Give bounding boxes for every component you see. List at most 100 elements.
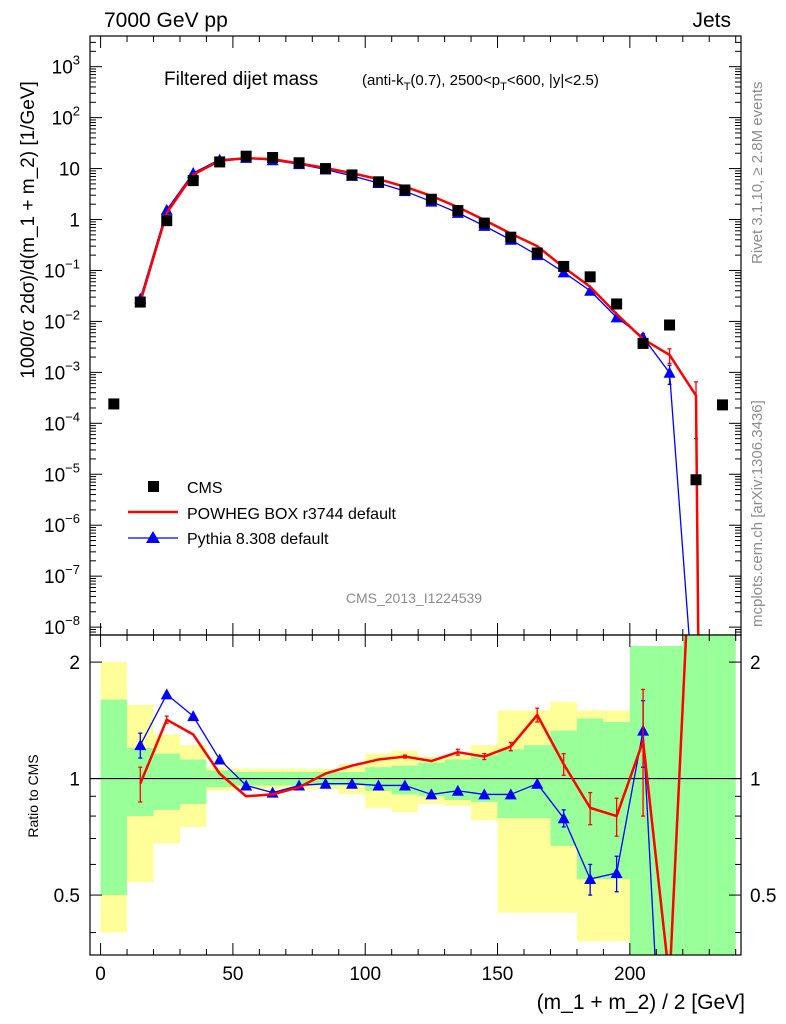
main-y-tick-label: 10−6 — [44, 511, 80, 537]
cms-data-point — [267, 151, 279, 163]
ratio-panel-frame — [89, 634, 742, 956]
main-y-tick-label: 103 — [52, 53, 80, 79]
statistical-band — [153, 753, 180, 810]
ratio-pythia-marker — [187, 710, 200, 722]
cms-data-point — [187, 175, 199, 187]
main-y-tick-label: 10−4 — [44, 409, 80, 435]
ratio-powheg-line — [139, 635, 688, 955]
x-axis-label: (m_1 + m_2) / 2 [GeV] — [537, 991, 745, 1014]
main-y-tick-base: 10 — [44, 363, 65, 384]
main-y-tick-exponent: 2 — [73, 104, 80, 119]
main-y-tick-label: 10−1 — [44, 256, 80, 282]
ratio-y-tick-label-right: 0.5 — [750, 886, 776, 907]
main-y-tick-exponent: −4 — [65, 409, 80, 424]
subtitle-part-3: <600, |y|<2.5) — [507, 72, 599, 89]
ratio-pythia-marker — [584, 873, 597, 885]
cms-data-point — [531, 247, 543, 259]
pythia-marker — [610, 311, 623, 323]
legend-marker-pythia — [146, 531, 160, 543]
ratio-pythia-marker — [504, 788, 517, 800]
ratio-y-axis-label: Ratio to CMS — [25, 754, 41, 837]
main-y-tick-exponent: −5 — [65, 460, 80, 475]
subtitle-sub-2: T — [500, 81, 507, 93]
cms-data-point — [478, 217, 490, 229]
main-y-tick-exponent: 3 — [73, 53, 80, 68]
ratio-y-tick-label-left: 0.5 — [54, 886, 80, 907]
chart-title-main: Filtered dijet mass — [164, 69, 318, 90]
x-tick-label: 100 — [349, 964, 381, 985]
main-y-tick-base: 10 — [44, 618, 65, 639]
main-y-tick-base: 10 — [52, 58, 73, 79]
statistical-band — [682, 635, 710, 955]
statistical-band — [709, 635, 736, 955]
cms-data-point — [214, 156, 226, 168]
cms-data-point — [611, 298, 623, 310]
cms-data-point — [134, 296, 146, 308]
analysis-tag: CMS_2013_I1224539 — [346, 590, 482, 606]
main-y-tick-base: 10 — [52, 109, 73, 130]
subtitle-part-2: (0.7), 2500<p — [410, 72, 500, 89]
cms-data-point — [346, 169, 358, 181]
cms-data-point — [637, 337, 649, 349]
main-y-tick-label: 10−2 — [44, 307, 80, 333]
cms-data-point — [716, 399, 728, 411]
main-y-tick-exponent: −6 — [65, 511, 80, 526]
ratio-pythia-marker — [240, 779, 253, 791]
x-tick-label: 0 — [95, 964, 106, 985]
header-left-label: 7000 GeV pp — [104, 9, 228, 32]
main-y-tick-base: 10 — [44, 312, 65, 333]
ratio-panel: 0.5 0.5 1 1 2 2 0 50 100 150 200 — [54, 634, 776, 985]
main-y-tick-base: 10 — [44, 567, 65, 588]
x-tick-label: 200 — [614, 964, 646, 985]
main-panel: 10310210110−110−210−310−410−510−610−710−… — [44, 35, 742, 639]
subtitle-part-1: (anti-k — [362, 72, 404, 89]
pythia-line — [139, 157, 690, 635]
cms-data-point — [108, 398, 120, 410]
pythia-marker — [160, 203, 173, 215]
legend-label-powheg: POWHEG BOX r3744 default — [187, 506, 397, 523]
header-right-label: Jets — [692, 9, 731, 32]
cms-data-point — [293, 157, 305, 169]
main-y-tick-exponent: −3 — [65, 358, 80, 373]
ratio-pythia-marker — [372, 779, 385, 791]
ratio-pythia-marker — [478, 788, 491, 800]
ratio-pythia-marker — [213, 753, 226, 765]
statistical-band — [497, 749, 524, 819]
main-y-axis-label: 1000/σ 2dσ)/d(m_1 + m_2) [1/GeV] — [18, 81, 39, 379]
main-y-tick-exponent: −7 — [65, 562, 80, 577]
main-y-tick-label: 10−5 — [44, 460, 80, 486]
legend: CMS POWHEG BOX r3744 default Pythia 8.30… — [128, 480, 397, 548]
cms-data-point — [399, 184, 411, 196]
mcplots-label: mcplots.cern.ch [arXiv:1306.3436] — [749, 400, 766, 627]
main-y-tick-base: 10 — [44, 516, 65, 537]
cms-data-point — [161, 215, 173, 227]
ratio-pythia-marker — [160, 688, 173, 700]
pythia-marker — [663, 366, 676, 378]
x-tick-label: 150 — [482, 964, 514, 985]
chart-title: Filtered dijet mass — [164, 69, 318, 90]
cms-data-point — [320, 163, 332, 175]
legend-marker-cms — [148, 481, 159, 492]
ratio-pythia-marker — [557, 812, 570, 824]
ratio-y-tick-label-right: 1 — [750, 770, 761, 791]
ratio-pythia-marker — [134, 739, 147, 751]
main-y-tick-label: 102 — [52, 104, 80, 130]
main-y-tick-exponent: −1 — [65, 256, 80, 271]
main-y-tick-base: 10 — [44, 414, 65, 435]
main-y-tick-base: 10 — [59, 160, 80, 181]
cms-data-point — [505, 231, 517, 243]
main-y-tick-label: 10−8 — [44, 613, 80, 639]
pythia-marker — [584, 284, 597, 296]
main-y-tick-exponent: −2 — [65, 307, 80, 322]
cms-data-point — [558, 260, 570, 272]
rivet-version-label: Rivet 3.1.10, ≥ 2.8M events — [749, 82, 766, 265]
ratio-y-tick-label-left: 1 — [69, 770, 80, 791]
main-y-tick-label: 10−3 — [44, 358, 80, 384]
cms-data-point — [664, 319, 676, 331]
statistical-band — [100, 699, 128, 896]
main-y-tick-base: 10 — [44, 261, 65, 282]
cms-data-point — [584, 271, 596, 283]
ratio-pythia-marker — [319, 777, 332, 789]
main-y-tick-label: 10 — [59, 160, 80, 181]
